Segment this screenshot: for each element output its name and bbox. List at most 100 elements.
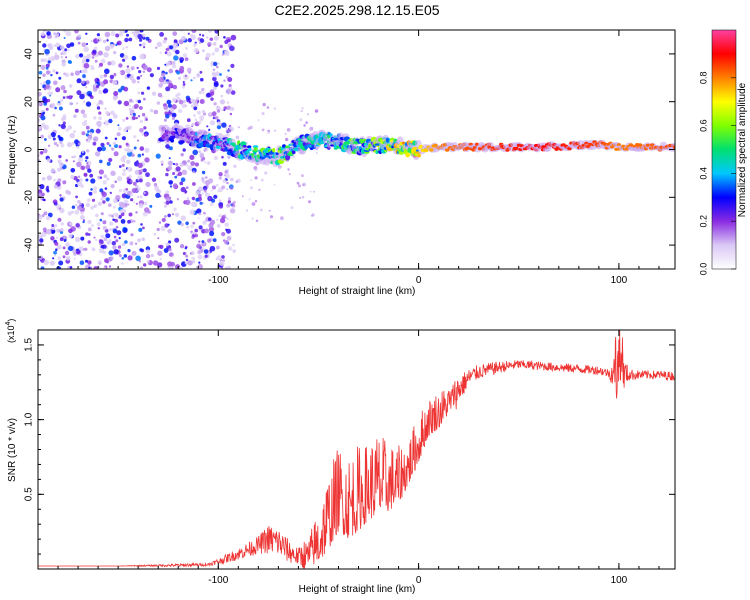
- noise-speckle: [46, 228, 52, 235]
- noise-speckle: [102, 220, 107, 225]
- noise-speckle: [79, 53, 84, 58]
- noise-speckle: [93, 186, 98, 191]
- noise-speckle: [227, 200, 232, 204]
- noise-speckle: [65, 159, 68, 162]
- noise-speckle: [185, 254, 189, 258]
- noise-speckle: [185, 258, 189, 262]
- noise-speckle: [171, 255, 174, 258]
- noise-speckle: [103, 266, 106, 269]
- noise-speckle: [311, 214, 313, 217]
- noise-speckle: [66, 43, 71, 49]
- noise-speckle: [145, 249, 151, 254]
- noise-speckle: [207, 30, 213, 33]
- noise-speckle: [99, 176, 103, 179]
- noise-speckle: [226, 203, 231, 208]
- noise-speckle: [254, 200, 258, 203]
- noise-speckle: [85, 202, 91, 208]
- noise-speckle: [166, 99, 172, 105]
- noise-speckle: [109, 221, 114, 226]
- noise-speckle: [209, 120, 216, 126]
- noise-speckle: [50, 73, 53, 77]
- noise-speckle: [59, 197, 64, 202]
- noise-speckle: [54, 254, 57, 257]
- noise-speckle: [130, 193, 134, 197]
- noise-speckle: [117, 100, 122, 105]
- noise-speckle: [180, 215, 186, 221]
- noise-speckle: [110, 31, 116, 37]
- noise-speckle: [165, 242, 170, 247]
- noise-speckle: [68, 95, 73, 100]
- ridge-cell: [405, 152, 411, 158]
- noise-speckle: [181, 103, 187, 109]
- noise-speckle: [187, 38, 192, 43]
- noise-speckle: [45, 70, 51, 75]
- noise-speckle: [198, 261, 201, 264]
- noise-speckle: [142, 226, 145, 230]
- noise-speckle: [132, 220, 136, 223]
- spectrogram-y-tick-label: -40: [24, 237, 35, 252]
- noise-speckle: [95, 84, 100, 88]
- noise-speckle: [268, 209, 271, 212]
- ridge-cell: [253, 147, 258, 152]
- noise-speckle: [158, 82, 164, 88]
- noise-speckle: [60, 52, 64, 56]
- noise-speckle: [71, 141, 75, 145]
- noise-speckle: [159, 244, 164, 249]
- noise-speckle: [158, 77, 165, 83]
- ridge-cell: [417, 153, 422, 158]
- noise-speckle: [178, 76, 181, 80]
- noise-speckle: [96, 33, 100, 37]
- noise-speckle: [86, 160, 92, 166]
- noise-speckle: [73, 257, 76, 260]
- noise-speckle: [156, 227, 160, 232]
- noise-speckle: [77, 142, 81, 146]
- noise-speckle: [96, 222, 101, 227]
- noise-speckle: [43, 87, 47, 91]
- noise-speckle: [173, 55, 179, 61]
- noise-speckle: [136, 80, 140, 84]
- noise-speckle: [165, 114, 170, 119]
- noise-speckle: [75, 36, 80, 41]
- noise-speckle: [208, 178, 214, 184]
- noise-speckle: [215, 184, 219, 187]
- noise-speckle: [192, 76, 196, 80]
- noise-speckle: [50, 236, 55, 241]
- noise-speckle: [47, 43, 53, 49]
- noise-speckle: [69, 61, 72, 64]
- noise-speckle: [131, 55, 137, 61]
- ridge-cell: [179, 140, 185, 144]
- noise-speckle: [168, 240, 172, 244]
- noise-speckle: [143, 46, 146, 49]
- ridge-cell: [170, 138, 174, 143]
- noise-speckle: [210, 202, 214, 207]
- noise-speckle: [83, 46, 89, 53]
- noise-speckle: [100, 234, 104, 239]
- noise-speckle: [227, 77, 233, 82]
- noise-speckle: [56, 167, 62, 172]
- spectrogram-y-tick-label: -20: [24, 190, 35, 205]
- noise-speckle: [175, 264, 181, 269]
- noise-speckle: [124, 240, 128, 244]
- noise-speckle: [226, 235, 232, 241]
- noise-speckle: [309, 190, 312, 193]
- noise-speckle: [95, 123, 98, 126]
- noise-speckle: [165, 172, 169, 177]
- noise-speckle: [86, 162, 89, 165]
- noise-speckle: [134, 242, 138, 245]
- noise-speckle: [78, 251, 81, 254]
- noise-speckle: [175, 49, 180, 55]
- noise-speckle: [133, 201, 136, 204]
- noise-speckle: [73, 252, 77, 256]
- noise-speckle: [290, 206, 294, 210]
- noise-speckle: [198, 41, 202, 45]
- snr-y-label: SNR (10 * v/v): [7, 418, 18, 482]
- noise-speckle: [98, 262, 102, 265]
- noise-speckle: [236, 178, 241, 183]
- noise-speckle: [167, 160, 173, 166]
- noise-speckle: [126, 159, 131, 164]
- noise-speckle: [40, 64, 46, 70]
- noise-speckle: [202, 180, 206, 184]
- spectrogram-y-tick-label: 20: [24, 96, 35, 108]
- noise-speckle: [216, 124, 222, 130]
